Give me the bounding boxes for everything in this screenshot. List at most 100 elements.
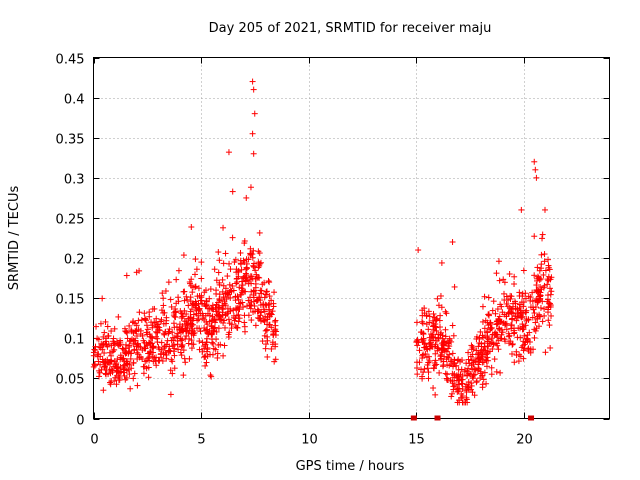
data-point xyxy=(220,282,227,289)
data-point xyxy=(260,301,267,308)
data-point xyxy=(545,264,552,271)
data-point xyxy=(534,264,541,271)
data-point xyxy=(135,317,142,324)
data-point xyxy=(425,369,432,376)
data-point xyxy=(470,375,477,382)
data-point xyxy=(198,275,205,282)
data-point xyxy=(163,351,170,358)
data-point xyxy=(101,363,108,370)
data-point xyxy=(173,300,180,307)
data-point xyxy=(486,340,493,347)
data-point xyxy=(419,320,426,327)
data-point xyxy=(439,345,446,352)
data-point xyxy=(121,325,128,332)
data-point xyxy=(240,275,247,282)
data-point xyxy=(475,365,482,372)
data-point xyxy=(250,264,257,271)
data-point xyxy=(425,353,432,360)
data-point xyxy=(133,322,140,329)
data-point xyxy=(247,305,254,312)
data-point xyxy=(425,359,432,366)
data-point xyxy=(488,364,495,371)
data-point xyxy=(122,376,129,383)
data-point xyxy=(547,285,554,292)
data-point xyxy=(196,338,203,345)
data-point xyxy=(509,350,516,357)
data-point xyxy=(245,256,252,263)
data-point xyxy=(506,304,513,311)
data-point xyxy=(494,320,501,327)
data-point xyxy=(100,333,107,340)
data-point xyxy=(425,375,432,382)
data-point xyxy=(210,316,217,323)
data-point xyxy=(161,331,168,338)
data-point xyxy=(497,335,504,342)
data-point xyxy=(503,320,510,327)
data-point xyxy=(271,318,278,325)
data-point xyxy=(414,371,421,378)
data-point xyxy=(542,206,548,213)
data-point xyxy=(127,355,134,362)
data-point xyxy=(202,312,209,319)
data-point xyxy=(447,358,454,365)
data-point xyxy=(153,354,160,361)
data-point xyxy=(187,317,194,324)
data-point xyxy=(521,332,528,339)
data-point xyxy=(214,350,221,357)
data-point xyxy=(465,349,472,356)
data-point xyxy=(128,365,135,372)
data-point xyxy=(212,304,219,311)
data-point xyxy=(499,309,506,316)
data-point xyxy=(247,184,254,191)
data-point xyxy=(450,332,457,339)
y-tick-label: 0.3 xyxy=(64,173,85,188)
data-point xyxy=(431,314,438,321)
data-point xyxy=(469,389,476,396)
data-point xyxy=(235,318,242,325)
data-point xyxy=(479,318,486,325)
data-point xyxy=(158,307,165,314)
data-point xyxy=(124,329,131,336)
data-point xyxy=(134,351,141,358)
data-point xyxy=(443,375,450,382)
data-point xyxy=(162,343,169,350)
data-point xyxy=(235,296,242,303)
data-point xyxy=(246,276,253,283)
data-point xyxy=(477,370,484,377)
data-point xyxy=(243,194,250,201)
data-point xyxy=(208,373,215,380)
data-point xyxy=(158,316,165,323)
data-point xyxy=(511,325,518,332)
data-point xyxy=(430,310,437,317)
data-point xyxy=(430,334,437,341)
data-point xyxy=(476,334,483,341)
data-point xyxy=(485,343,492,350)
data-point xyxy=(127,385,134,392)
data-point xyxy=(202,353,209,360)
data-point xyxy=(180,252,187,259)
data-point xyxy=(226,289,233,296)
data-point xyxy=(169,334,176,341)
x-tick-label: 5 xyxy=(197,433,205,448)
data-point xyxy=(130,375,137,382)
data-point xyxy=(431,362,438,369)
data-point xyxy=(105,341,112,348)
data-point xyxy=(503,300,510,307)
data-point xyxy=(158,346,165,353)
y-tick-label: 0.25 xyxy=(56,213,85,228)
data-point xyxy=(136,309,143,316)
data-point xyxy=(229,188,236,195)
data-point xyxy=(249,78,256,85)
data-point xyxy=(468,382,475,389)
data-point xyxy=(509,341,516,348)
data-point xyxy=(538,265,545,272)
data-point xyxy=(196,306,203,313)
data-point xyxy=(498,303,505,310)
data-point xyxy=(231,259,238,266)
gap-marker xyxy=(434,415,441,421)
data-point xyxy=(172,314,179,321)
data-point xyxy=(264,321,271,328)
data-point xyxy=(218,316,225,323)
data-point xyxy=(220,320,227,327)
data-point xyxy=(174,330,181,337)
